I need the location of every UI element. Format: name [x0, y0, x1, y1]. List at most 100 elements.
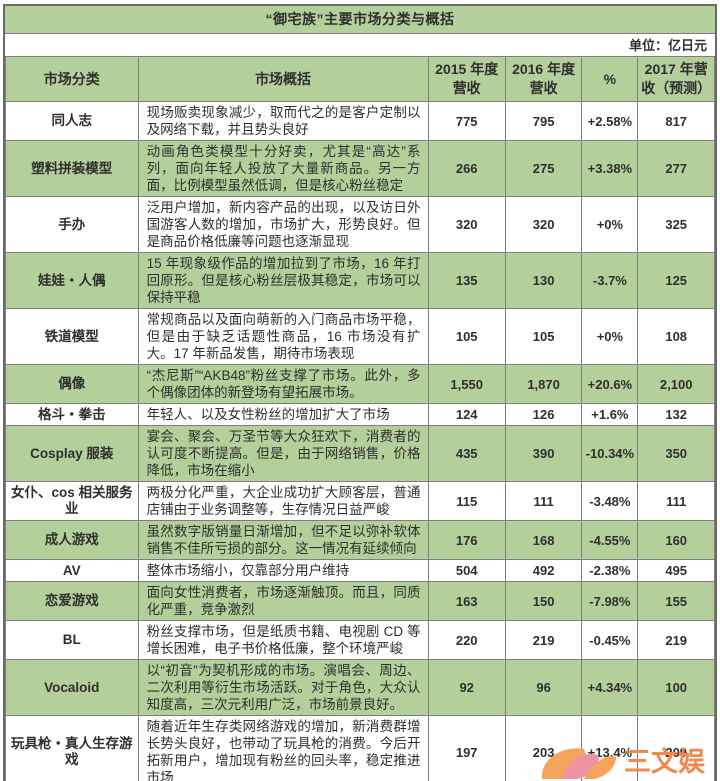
summary-cell: 面向女性消费者，市场逐渐触顶。而且，同质化严重，竞争激烈: [137, 581, 429, 621]
revenue-2015-cell: 320: [427, 196, 506, 253]
revenue-2015-cell: 124: [427, 403, 506, 426]
market-table-body: 同人志 现场贩卖现象减少，取而代之的是客户定制以及网络下载，并且势头良好 775 79…: [5, 101, 715, 781]
summary-cell: 现场贩卖现象减少，取而代之的是客户定制以及网络下载，并且势头良好: [137, 101, 429, 141]
summary-cell: 虽然数字版销量日渐增加，但不足以弥补软体销售不佳所亏损的部分。这一情况有延续倾向: [137, 520, 429, 560]
revenue-2016-cell: 126: [504, 403, 583, 426]
pct-change-cell: +13.4%: [581, 715, 639, 781]
pct-change-cell: -3.7%: [581, 252, 639, 309]
summary-cell: 常规商品以及面向萌新的入门商品市场平稳，但是由于缺乏话题性商品，16 市场没有扩…: [137, 308, 429, 365]
pct-change-cell: -10.34%: [581, 425, 639, 482]
revenue-2017-cell: 125: [637, 252, 715, 309]
category-cell: 女仆、cos 相关服务业: [5, 481, 139, 521]
pct-change-cell: -3.48%: [581, 481, 639, 521]
summary-cell: “杰尼斯”“AKB48”粉丝支撑了市场。此外，多个偶像团体的新登场有望拓展市场。: [137, 364, 429, 404]
table-row: 手办 泛用户增加，新内容产品的出现，以及访日外国游客人数的增加，市场扩大，形势良好…: [5, 196, 715, 253]
table-row: 格斗・拳击 年轻人、以及女性粉丝的增加扩大了市场 124 126 +1.6% 132: [5, 403, 715, 426]
table-row: Cosplay 服装 宴会、聚会、万圣节等大众狂欢下，消费者的认可度不断提高。但是…: [5, 425, 715, 482]
table-row: 偶像 “杰尼斯”“AKB48”粉丝支撑了市场。此外，多个偶像团体的新登场有望拓展市…: [5, 364, 715, 404]
category-cell: AV: [5, 559, 139, 582]
summary-cell: 整体市场缩小，仅靠部分用户维持: [137, 559, 429, 582]
table-row: 恋爱游戏 面向女性消费者，市场逐渐触顶。而且，同质化严重，竞争激烈 163 150 -7…: [5, 581, 715, 621]
table-row: 塑料拼装模型 动画角色类模型十分好卖，尤其是“高达”系列，面向年轻人投放了大量新商…: [5, 140, 715, 197]
table-row: 玩具枪・真人生存游戏 随着近年生存类网络游戏的增加，新消费群增长势头良好，也带动了…: [5, 715, 715, 781]
revenue-2017-cell: 132: [637, 403, 715, 426]
revenue-2017-cell: 2,100: [637, 364, 715, 404]
pct-change-cell: +0%: [581, 308, 639, 365]
header-pct-change: %: [581, 56, 639, 102]
revenue-2016-cell: 275: [504, 140, 583, 197]
category-cell: 玩具枪・真人生存游戏: [5, 715, 139, 781]
revenue-2015-cell: 135: [427, 252, 506, 309]
pct-change-cell: +2.58%: [581, 101, 639, 141]
table-row: Vocaloid 以“初音”为契机形成的市场。演唱会、周边、二次利用等衍生市场活跃…: [5, 659, 715, 716]
table-row: 同人志 现场贩卖现象减少，取而代之的是客户定制以及网络下载，并且势头良好 775 79…: [5, 101, 715, 141]
revenue-2016-cell: 219: [504, 620, 583, 660]
summary-cell: 15 年现象级作品的增加拉到了市场，16 年打回原形。但是核心粉丝层极其稳定，市…: [137, 252, 429, 309]
table-row: BL 粉丝支撑市场，但是纸质书籍、电视剧 CD 等增长困难，电子书价格低廉，整个环…: [5, 620, 715, 660]
category-cell: 塑料拼装模型: [5, 140, 139, 197]
category-cell: 手办: [5, 196, 139, 253]
revenue-2017-cell: 100: [637, 659, 715, 716]
revenue-2016-cell: 96: [504, 659, 583, 716]
header-summary: 市场概括: [137, 56, 429, 102]
revenue-2017-cell: 108: [637, 308, 715, 365]
revenue-2015-cell: 105: [427, 308, 506, 365]
pct-change-cell: -0.45%: [581, 620, 639, 660]
revenue-2016-cell: 105: [504, 308, 583, 365]
summary-cell: 以“初音”为契机形成的市场。演唱会、周边、二次利用等衍生市场活跃。对于角色，大众…: [137, 659, 429, 716]
summary-cell: 宴会、聚会、万圣节等大众狂欢下，消费者的认可度不断提高。但是，由于网络销售，价格…: [137, 425, 429, 482]
revenue-2016-cell: 795: [504, 101, 583, 141]
category-cell: 格斗・拳击: [5, 403, 139, 426]
market-table: 市场分类 市场概括 2015 年度营收 2016 年度营收 % 2017 年营收…: [5, 56, 715, 781]
summary-cell: 年轻人、以及女性粉丝的增加扩大了市场: [137, 403, 429, 426]
pct-change-cell: -2.38%: [581, 559, 639, 582]
summary-cell: 两极分化严重，大企业成功扩大顾客层，普通店铺由于业务调整等，生存情况日益严峻: [137, 481, 429, 521]
revenue-2016-cell: 130: [504, 252, 583, 309]
revenue-2017-cell: 277: [637, 140, 715, 197]
pct-change-cell: -4.55%: [581, 520, 639, 560]
revenue-2016-cell: 492: [504, 559, 583, 582]
revenue-2016-cell: 111: [504, 481, 583, 521]
revenue-2017-cell: 209: [637, 715, 715, 781]
pct-change-cell: +20.6%: [581, 364, 639, 404]
revenue-2015-cell: 266: [427, 140, 506, 197]
category-cell: 同人志: [5, 101, 139, 141]
table-row: AV 整体市场缩小，仅靠部分用户维持 504 492 -2.38% 495: [5, 559, 715, 582]
revenue-2015-cell: 176: [427, 520, 506, 560]
category-cell: 铁道模型: [5, 308, 139, 365]
header-revenue-2017: 2017 年营收（预测）: [637, 56, 715, 102]
revenue-2017-cell: 160: [637, 520, 715, 560]
revenue-2017-cell: 111: [637, 481, 715, 521]
revenue-2016-cell: 168: [504, 520, 583, 560]
revenue-2015-cell: 504: [427, 559, 506, 582]
table-row: 成人游戏 虽然数字版销量日渐增加，但不足以弥补软体销售不佳所亏损的部分。这一情况有…: [5, 520, 715, 560]
pct-change-cell: +3.38%: [581, 140, 639, 197]
revenue-2017-cell: 495: [637, 559, 715, 582]
category-cell: Cosplay 服装: [5, 425, 139, 482]
category-cell: BL: [5, 620, 139, 660]
category-cell: Vocaloid: [5, 659, 139, 716]
revenue-2016-cell: 1,870: [504, 364, 583, 404]
header-revenue-2015: 2015 年度营收: [427, 56, 506, 102]
revenue-2015-cell: 92: [427, 659, 506, 716]
table-row: 铁道模型 常规商品以及面向萌新的入门商品市场平稳，但是由于缺乏话题性商品，16 市…: [5, 308, 715, 365]
market-table-frame: “御宅族”主要市场分类与概括 单位：亿日元 市场分类 市场概括 2015 年度营…: [3, 4, 717, 781]
revenue-2015-cell: 775: [427, 101, 506, 141]
revenue-2015-cell: 197: [427, 715, 506, 781]
revenue-2016-cell: 150: [504, 581, 583, 621]
revenue-2017-cell: 350: [637, 425, 715, 482]
revenue-2015-cell: 220: [427, 620, 506, 660]
table-title: “御宅族”主要市场分类与概括: [5, 6, 715, 34]
pct-change-cell: -7.98%: [581, 581, 639, 621]
header-category: 市场分类: [5, 56, 139, 102]
category-cell: 成人游戏: [5, 520, 139, 560]
header-revenue-2016: 2016 年度营收: [504, 56, 583, 102]
unit-label: 单位：亿日元: [5, 34, 715, 56]
summary-cell: 泛用户增加，新内容产品的出现，以及访日外国游客人数的增加，市场扩大，形势良好。但…: [137, 196, 429, 253]
summary-cell: 随着近年生存类网络游戏的增加，新消费群增长势头良好，也带动了玩具枪的消费。今后开…: [137, 715, 429, 781]
header-row: 市场分类 市场概括 2015 年度营收 2016 年度营收 % 2017 年营收…: [5, 56, 715, 102]
revenue-2016-cell: 320: [504, 196, 583, 253]
revenue-2017-cell: 155: [637, 581, 715, 621]
revenue-2015-cell: 435: [427, 425, 506, 482]
